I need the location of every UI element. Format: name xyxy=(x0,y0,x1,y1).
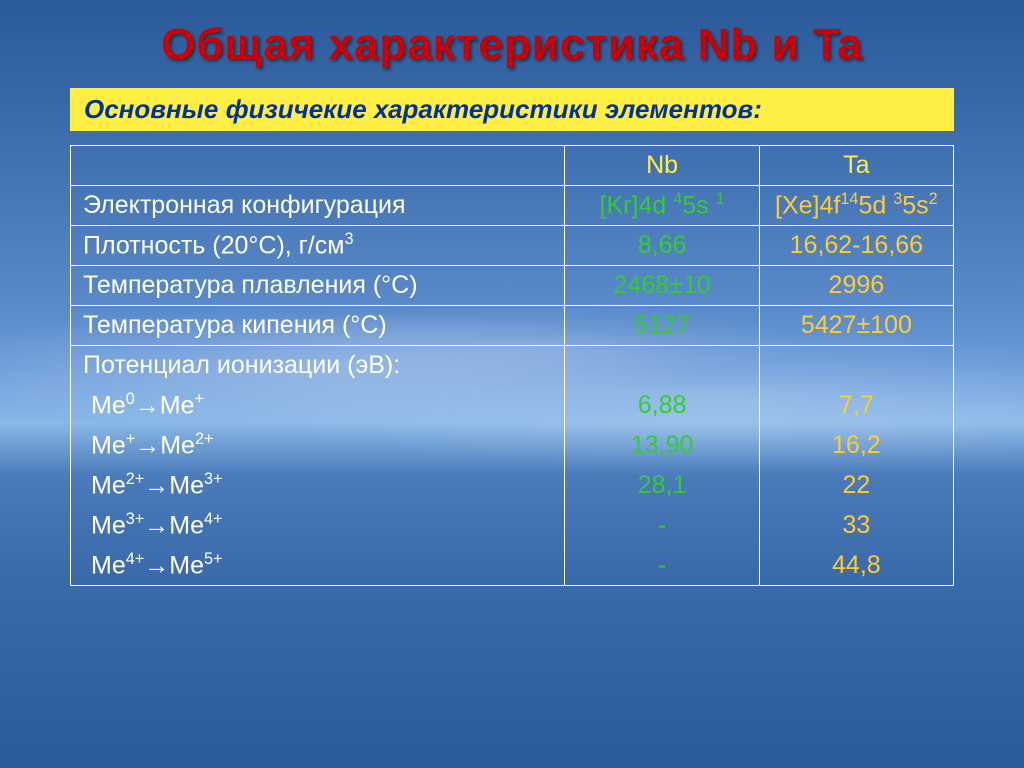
label-ion1: Me0→Me+ xyxy=(71,386,565,426)
ta-boil: 5427±100 xyxy=(759,306,953,346)
ta-ion4: 33 xyxy=(759,506,953,546)
row-ion3: Me2+→Me3+ 28,1 22 xyxy=(71,466,954,506)
nb-ion5: - xyxy=(565,546,759,586)
subtitle-bar: Основные физичекие характеристики элемен… xyxy=(70,88,954,131)
subtitle-text: Основные физичекие характеристики элемен… xyxy=(84,94,940,125)
label-density: Плотность (20°C), г/см3 xyxy=(71,226,565,266)
ta-ion-header xyxy=(759,346,953,386)
label-melt: Температура плавления (°C) xyxy=(71,266,565,306)
nb-ion2: 13,90 xyxy=(565,426,759,466)
row-econf: Электронная конфигурация [Kr]4d 45s 1 [X… xyxy=(71,186,954,226)
header-blank xyxy=(71,146,565,186)
nb-boil: 5127 xyxy=(565,306,759,346)
slide-title: Общая характеристика Nb и Ta xyxy=(70,20,954,70)
row-ion5: Me4+→Me5+ - 44,8 xyxy=(71,546,954,586)
header-ta: Ta xyxy=(759,146,953,186)
table-header-row: Nb Ta xyxy=(71,146,954,186)
properties-table: Nb Ta Электронная конфигурация [Kr]4d 45… xyxy=(70,145,954,586)
slide-content: Общая характеристика Nb и Ta Основные фи… xyxy=(0,0,1024,606)
label-ion5: Me4+→Me5+ xyxy=(71,546,565,586)
ta-ion3: 22 xyxy=(759,466,953,506)
header-nb: Nb xyxy=(565,146,759,186)
ta-density: 16,62-16,66 xyxy=(759,226,953,266)
row-ion2: Me+→Me2+ 13,90 16,2 xyxy=(71,426,954,466)
label-boil: Температура кипения (°C) xyxy=(71,306,565,346)
nb-ion4: - xyxy=(565,506,759,546)
label-ion3: Me2+→Me3+ xyxy=(71,466,565,506)
label-ion2: Me+→Me2+ xyxy=(71,426,565,466)
row-ion1: Me0→Me+ 6,88 7,7 xyxy=(71,386,954,426)
nb-ion1: 6,88 xyxy=(565,386,759,426)
nb-econf: [Kr]4d 45s 1 xyxy=(565,186,759,226)
ta-ion2: 16,2 xyxy=(759,426,953,466)
nb-ion3: 28,1 xyxy=(565,466,759,506)
nb-melt: 2468±10 xyxy=(565,266,759,306)
label-ion-header: Потенциал ионизации (эВ): xyxy=(71,346,565,386)
nb-ion-header xyxy=(565,346,759,386)
nb-density: 8,66 xyxy=(565,226,759,266)
row-ion-header: Потенциал ионизации (эВ): xyxy=(71,346,954,386)
ta-melt: 2996 xyxy=(759,266,953,306)
ta-econf: [Xe]4f145d 35s2 xyxy=(759,186,953,226)
row-boil: Температура кипения (°C) 5127 5427±100 xyxy=(71,306,954,346)
row-ion4: Me3+→Me4+ - 33 xyxy=(71,506,954,546)
row-density: Плотность (20°C), г/см3 8,66 16,62-16,66 xyxy=(71,226,954,266)
row-melt: Температура плавления (°C) 2468±10 2996 xyxy=(71,266,954,306)
label-ion4: Me3+→Me4+ xyxy=(71,506,565,546)
label-econf: Электронная конфигурация xyxy=(71,186,565,226)
ta-ion5: 44,8 xyxy=(759,546,953,586)
ta-ion1: 7,7 xyxy=(759,386,953,426)
